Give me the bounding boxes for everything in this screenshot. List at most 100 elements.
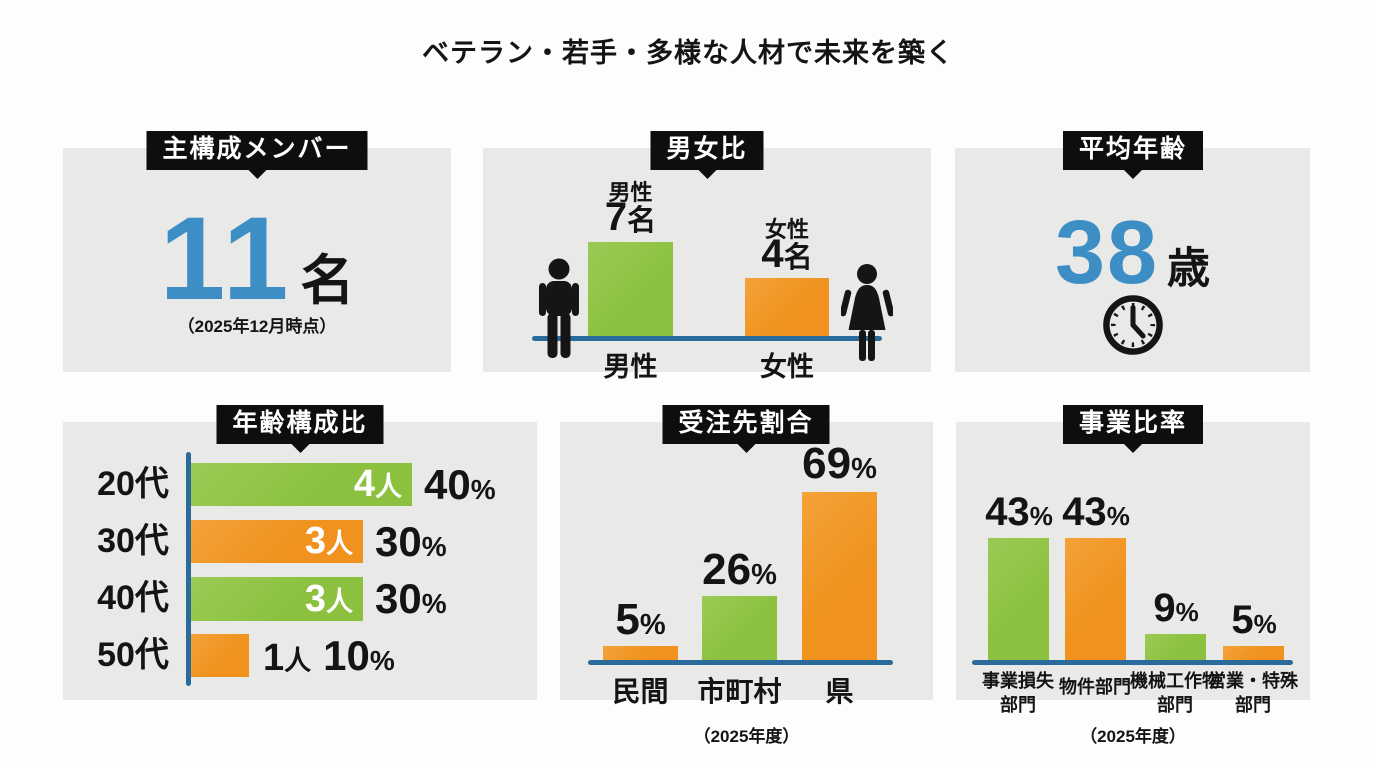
biz-bar2	[1065, 538, 1126, 660]
biz-bar3-pct-value: 9	[1153, 586, 1176, 630]
orders-private-pct-value: 5	[615, 595, 640, 644]
panel-tag-members: 主構成メンバー	[146, 131, 368, 179]
age-row-30s-pct: 30%	[375, 520, 447, 573]
age-row-50s-label: 50代	[97, 636, 169, 674]
orders-prefecture-pct-value: 69	[802, 439, 852, 488]
panel-tag-members-label: 主構成メンバー	[162, 135, 352, 163]
male-bar	[588, 242, 673, 338]
average-age-kpi: 38 歳	[955, 208, 1310, 298]
age-row-40s-pct-value: 30	[375, 575, 422, 622]
orders-municipal-pct: 26%	[662, 546, 817, 604]
panel-tag-age-mix-label: 年齢構成比	[232, 409, 368, 437]
gender-baseline-axis	[532, 336, 882, 341]
tag-pointer-icon	[735, 442, 756, 453]
panel-members: 主構成メンバー 11 名 （2025年12月時点）	[63, 131, 451, 372]
biz-bar2-pct-value: 43	[1062, 490, 1107, 534]
biz-bar4-pct-value: 5	[1231, 598, 1254, 642]
biz-bar1-pct: 43%	[959, 490, 1079, 543]
members-count-value: 11	[159, 193, 293, 325]
female-group-label: 女性	[764, 217, 809, 242]
panel-tag-business-label: 事業比率	[1078, 409, 1188, 437]
panel-tag-gender: 男女比	[650, 131, 764, 179]
orders-private-pct: 5%	[563, 596, 718, 654]
tag-pointer-icon	[1122, 168, 1143, 179]
biz-bar4	[1223, 646, 1284, 660]
age-row-40s-pct: 30%	[375, 577, 447, 630]
biz-bar1-pct-value: 43	[985, 490, 1030, 534]
female-bar	[745, 278, 829, 338]
age-row-20s-count-unit: 人	[375, 472, 402, 502]
age-row-50s-count-unit: 人	[284, 646, 312, 676]
panel-tag-age-mix: 年齢構成比	[216, 405, 384, 453]
clock-icon	[1100, 292, 1166, 358]
age-row-20s-label: 20代	[97, 465, 169, 503]
panel-order-sources: 受注先割合 5% 26% 69% 民間 市町村 県	[560, 405, 933, 707]
panel-tag-orders-label: 受注先割合	[678, 409, 814, 437]
female-count-unit: 名	[783, 242, 813, 274]
male-axis-label: 男性	[603, 352, 658, 382]
male-group-label: 男性	[608, 180, 653, 205]
age-row-40s-pct-unit: %	[421, 588, 447, 619]
age-row-50s-pct-unit: %	[369, 645, 395, 676]
panel-tag-orders: 受注先割合	[662, 405, 830, 453]
age-row-20s-pct: 40%	[424, 463, 496, 516]
orders-municipal-label: 市町村	[697, 676, 782, 707]
male-count-value: 7	[604, 195, 628, 239]
age-row-50s-bar	[191, 634, 249, 677]
tag-pointer-icon	[696, 168, 717, 179]
age-row-20s-count-value: 4	[353, 463, 375, 505]
biz-bar4-label-line1: 営業・特殊	[1208, 671, 1298, 691]
panel-tag-average-age-label: 平均年齢	[1078, 135, 1188, 163]
male-count-unit: 名	[627, 205, 657, 237]
female-axis-label: 女性	[760, 352, 814, 382]
orders-private-bar	[603, 646, 678, 660]
orders-prefecture-pct: 69%	[762, 440, 917, 498]
age-row-30s-label: 30代	[97, 522, 169, 560]
biz-bar1	[988, 538, 1049, 660]
average-age-value: 38	[1054, 203, 1160, 303]
female-count-value: 4	[761, 232, 784, 276]
business-fiscal-year-caption: （2025年度）	[1080, 727, 1186, 746]
orders-prefecture-pct-unit: %	[851, 453, 877, 485]
panel-tag-gender-label: 男女比	[666, 135, 748, 163]
biz-bar4-pct-unit: %	[1253, 609, 1277, 639]
age-row-50s-pct: 1人 10%	[263, 634, 395, 687]
panel-business-ratio: 事業比率 43% 43% 9% 5% 事業損失 部門 物件部門 機械工作物	[956, 405, 1310, 715]
biz-bar4-label: 営業・特殊 部門	[1198, 669, 1308, 718]
age-row-30s-count-unit: 人	[326, 529, 353, 559]
biz-bar1-label-line1: 事業損失	[982, 671, 1054, 691]
age-row-40s-label: 40代	[97, 579, 169, 617]
orders-municipal-bar	[702, 596, 777, 660]
age-row-40s-count-unit: 人	[326, 586, 353, 617]
biz-bar1-pct-unit: %	[1029, 501, 1053, 531]
biz-bar3-pct-unit: %	[1175, 597, 1199, 627]
age-row-40s-count-value: 3	[304, 577, 326, 620]
orders-baseline-axis	[588, 660, 893, 665]
biz-bar3-label-line1: 機械工作物	[1130, 671, 1220, 691]
members-note: （2025年12月時点）	[177, 317, 337, 336]
biz-bar1-label-line2: 部門	[1000, 695, 1036, 716]
tag-pointer-icon	[1122, 442, 1143, 453]
age-row-30s-pct-unit: %	[421, 531, 447, 562]
male-count: 7名	[578, 197, 683, 237]
biz-bar3-label: 機械工作物 部門	[1120, 669, 1230, 718]
orders-private-pct-unit: %	[639, 609, 666, 641]
biz-bar3	[1145, 634, 1206, 660]
age-row-30s-count-value: 3	[304, 520, 326, 562]
age-row-30s-pct-value: 30	[375, 518, 422, 565]
tag-pointer-icon	[246, 168, 267, 179]
biz-bar2-label-line1: 物件部門	[1059, 677, 1131, 697]
tag-pointer-icon	[289, 442, 310, 453]
female-person-icon	[839, 264, 895, 362]
age-row-50s-count-value: 1	[263, 637, 285, 679]
panel-gender-ratio: 男女比 男性 7名 女性 4名	[483, 131, 931, 382]
orders-fiscal-year-caption: （2025年度）	[693, 727, 800, 746]
average-age-unit: 歳	[1167, 245, 1211, 293]
age-row-20s-pct-unit: %	[470, 474, 496, 505]
biz-bar3-label-line2: 部門	[1157, 695, 1193, 716]
